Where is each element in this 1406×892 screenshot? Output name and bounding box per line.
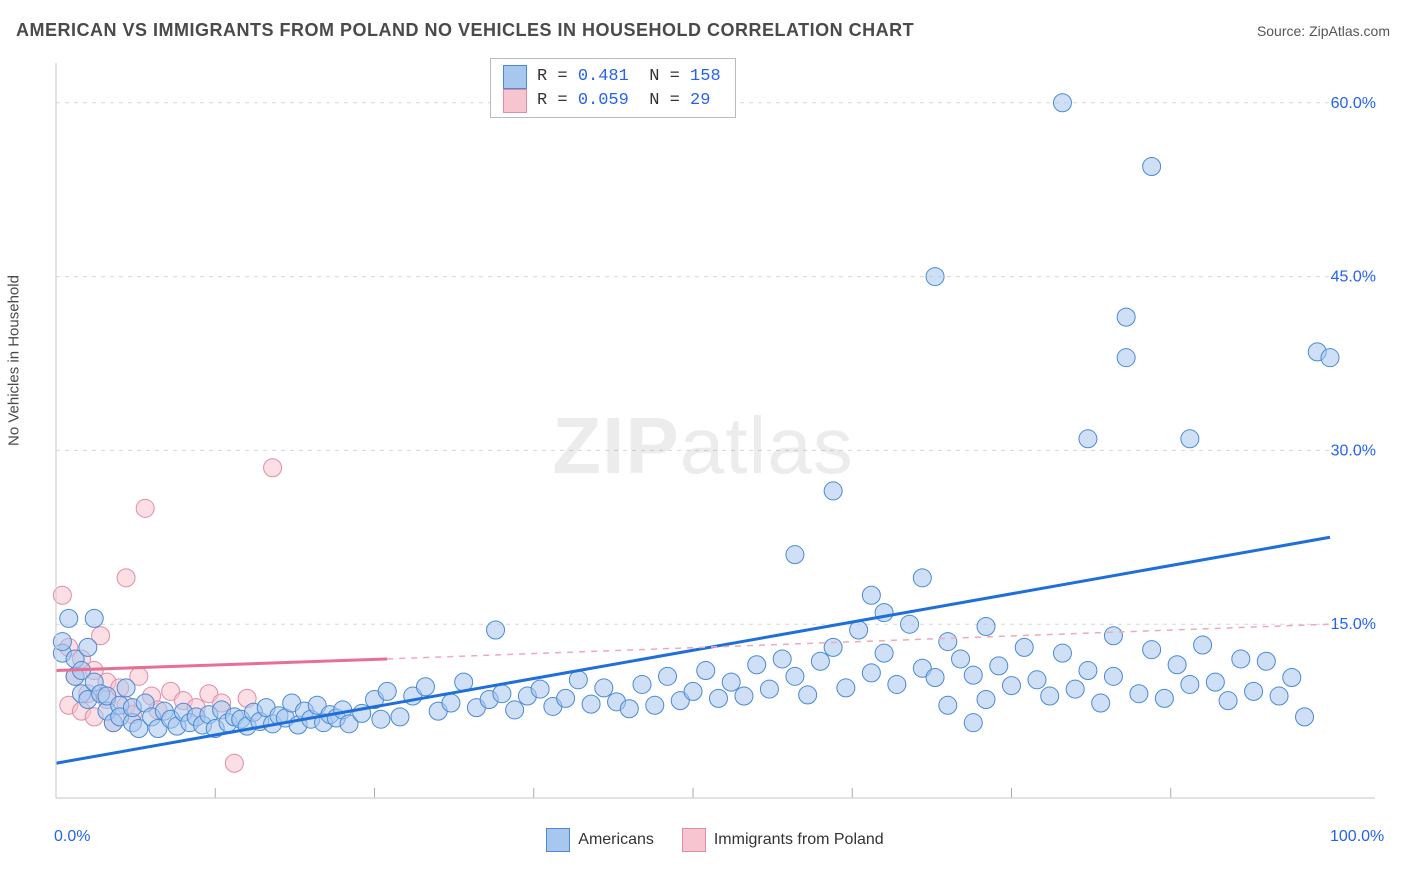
series-legend: Americans Immigrants from Poland	[50, 828, 1380, 852]
correlation-legend: R = 0.481 N = 158R = 0.059 N = 29	[490, 58, 736, 118]
svg-text:15.0%: 15.0%	[1331, 616, 1376, 633]
legend-item: Americans	[546, 828, 654, 852]
scatter-chart: 15.0% 30.0% 45.0% 60.0%	[50, 58, 1380, 818]
svg-text:60.0%: 60.0%	[1331, 95, 1376, 112]
svg-text:30.0%: 30.0%	[1331, 442, 1376, 459]
page-title: AMERICAN VS IMMIGRANTS FROM POLAND NO VE…	[16, 20, 914, 41]
svg-text:45.0%: 45.0%	[1331, 269, 1376, 286]
legend-swatch	[503, 89, 527, 113]
source-attribution: Source: ZipAtlas.com	[1257, 23, 1390, 39]
legend-item: Immigrants from Poland	[682, 828, 884, 852]
legend-swatch	[503, 65, 527, 89]
y-axis-label: No Vehicles in Household	[6, 275, 23, 446]
